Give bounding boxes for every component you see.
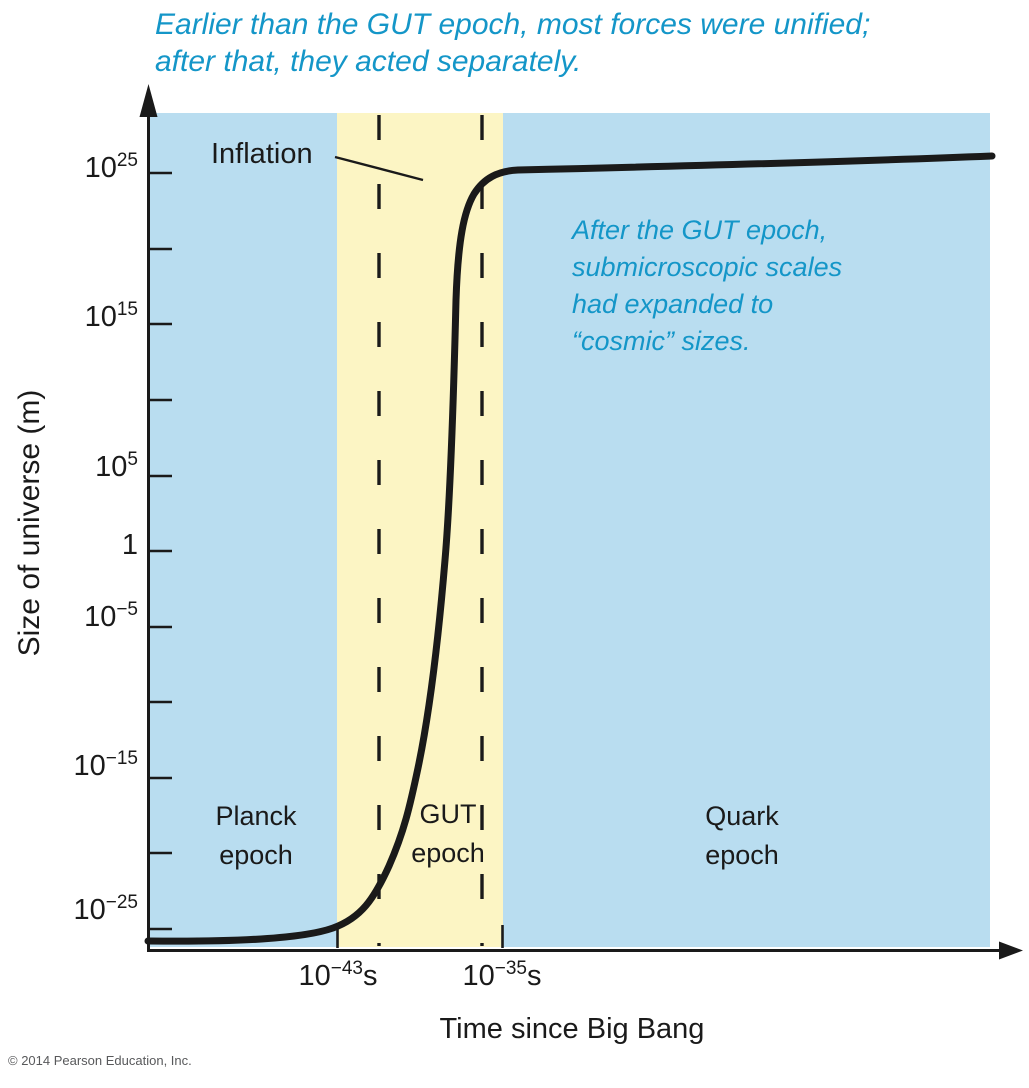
y-tick-exp: −5 bbox=[116, 599, 138, 620]
y-tick-label-1e25: 1025 bbox=[84, 151, 138, 184]
annotation-line2: submicroscopic scales bbox=[572, 252, 843, 282]
x-tick-label-1e-35s: 10−35s bbox=[432, 959, 572, 992]
x-tick-base: 10 bbox=[462, 960, 495, 992]
quark-epoch-label: Quark epoch bbox=[652, 797, 832, 875]
gut-label-line1: GUT bbox=[419, 799, 477, 829]
y-axis-title: Size of universe (m) bbox=[13, 389, 46, 657]
x-axis-arrowhead-icon bbox=[999, 941, 1023, 960]
top-caption-line1: Earlier than the GUT epoch, most forces … bbox=[155, 8, 871, 41]
quark-label-line1: Quark bbox=[705, 801, 779, 831]
y-tick-exp: 5 bbox=[127, 449, 138, 470]
y-tick-base: 10 bbox=[73, 894, 106, 926]
y-tick-base: 10 bbox=[84, 301, 117, 333]
x-tick-unit: s bbox=[527, 960, 542, 992]
x-tick-label-1e-43s: 10−43s bbox=[268, 959, 408, 992]
planck-epoch-label: Planck epoch bbox=[166, 797, 346, 875]
y-tick-exp: −15 bbox=[105, 748, 138, 769]
x-axis-title: Time since Big Bang bbox=[439, 1013, 705, 1045]
x-tick-base: 10 bbox=[298, 960, 331, 992]
y-tick-label-1: 1 bbox=[122, 531, 138, 560]
x-tick-exp: −43 bbox=[330, 958, 363, 979]
y-tick-base: 1 bbox=[121, 529, 138, 561]
gut-expansion-annotation: After the GUT epoch, submicroscopic scal… bbox=[572, 212, 842, 360]
y-tick-exp: 15 bbox=[116, 299, 138, 320]
quark-label-line2: epoch bbox=[705, 840, 779, 870]
y-tick-label-1e-15: 10−15 bbox=[73, 749, 139, 782]
annotation-line1: After the GUT epoch, bbox=[572, 215, 828, 245]
annotation-line4: “cosmic” sizes. bbox=[572, 326, 751, 356]
inflation-label: Inflation bbox=[211, 138, 313, 170]
top-caption: Earlier than the GUT epoch, most forces … bbox=[155, 6, 870, 80]
x-tick-unit: s bbox=[363, 960, 378, 992]
y-tick-exp: −25 bbox=[105, 892, 138, 913]
y-tick-label-1e-25: 10−25 bbox=[73, 893, 139, 926]
planck-label-line2: epoch bbox=[219, 840, 293, 870]
y-tick-base: 10 bbox=[84, 152, 117, 184]
gut-epoch-label: GUT epoch bbox=[358, 795, 538, 873]
y-tick-base: 10 bbox=[95, 451, 128, 483]
gut-label-line2: epoch bbox=[411, 838, 485, 868]
y-tick-label-1e15: 1015 bbox=[84, 300, 138, 333]
y-tick-label-1e-5: 10−5 bbox=[84, 600, 138, 633]
y-tick-base: 10 bbox=[84, 601, 117, 633]
x-tick-exp: −35 bbox=[494, 958, 527, 979]
annotation-line3: had expanded to bbox=[572, 289, 774, 319]
y-tick-exp: 25 bbox=[116, 150, 138, 171]
y-tick-base: 10 bbox=[73, 750, 106, 782]
top-caption-line2: after that, they acted separately. bbox=[155, 45, 582, 78]
y-tick-label-1e5: 105 bbox=[95, 450, 138, 483]
copyright-notice: © 2014 Pearson Education, Inc. bbox=[8, 1053, 192, 1068]
planck-label-line1: Planck bbox=[215, 801, 297, 831]
